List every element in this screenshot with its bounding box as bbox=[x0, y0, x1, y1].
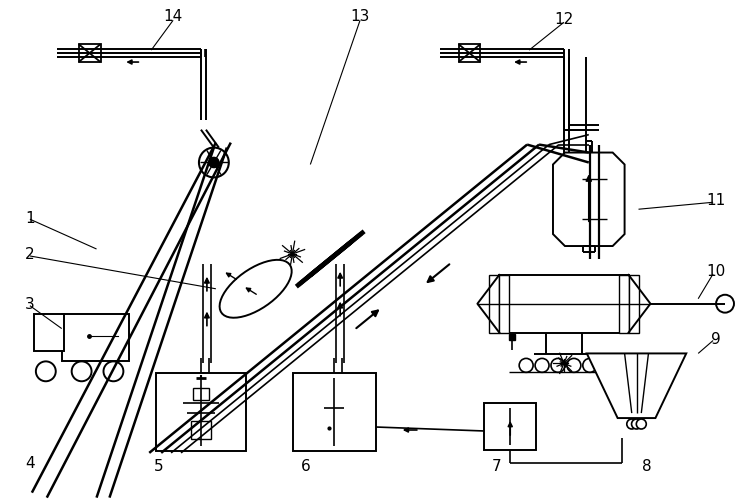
Bar bbox=[499, 276, 509, 333]
Circle shape bbox=[551, 359, 565, 373]
Polygon shape bbox=[587, 354, 687, 418]
Bar bbox=[490, 276, 499, 333]
Circle shape bbox=[632, 419, 641, 429]
Text: 9: 9 bbox=[711, 331, 721, 346]
Text: 2: 2 bbox=[25, 247, 35, 262]
Bar bbox=[193, 388, 209, 400]
Circle shape bbox=[716, 295, 734, 313]
Bar bbox=[629, 276, 638, 333]
Text: 11: 11 bbox=[707, 192, 726, 207]
Circle shape bbox=[71, 362, 91, 381]
Circle shape bbox=[519, 359, 533, 373]
Bar bbox=[62, 314, 129, 362]
Bar bbox=[79, 45, 100, 63]
Text: 1: 1 bbox=[25, 210, 35, 225]
Text: 13: 13 bbox=[351, 9, 370, 24]
Text: 7: 7 bbox=[491, 458, 501, 473]
Bar bbox=[619, 276, 629, 333]
Text: 6: 6 bbox=[300, 458, 311, 473]
Text: 14: 14 bbox=[163, 9, 183, 24]
Circle shape bbox=[199, 148, 229, 178]
Bar bbox=[191, 421, 211, 439]
Circle shape bbox=[535, 359, 549, 373]
Bar bbox=[34, 314, 64, 352]
Polygon shape bbox=[220, 261, 292, 318]
Text: 5: 5 bbox=[155, 458, 164, 473]
Text: 10: 10 bbox=[707, 264, 726, 279]
Text: 4: 4 bbox=[25, 455, 35, 470]
Circle shape bbox=[103, 362, 123, 381]
Bar bbox=[458, 45, 481, 63]
Circle shape bbox=[209, 158, 219, 168]
Circle shape bbox=[636, 419, 646, 429]
Bar bbox=[484, 403, 536, 450]
Text: 12: 12 bbox=[554, 12, 574, 27]
Bar bbox=[293, 374, 376, 451]
Circle shape bbox=[36, 362, 56, 381]
Circle shape bbox=[583, 359, 597, 373]
Circle shape bbox=[627, 419, 637, 429]
Bar bbox=[156, 374, 246, 451]
Polygon shape bbox=[553, 153, 625, 246]
Text: 8: 8 bbox=[642, 458, 652, 473]
Bar bbox=[499, 276, 629, 333]
Circle shape bbox=[567, 359, 581, 373]
Text: 3: 3 bbox=[25, 297, 35, 312]
